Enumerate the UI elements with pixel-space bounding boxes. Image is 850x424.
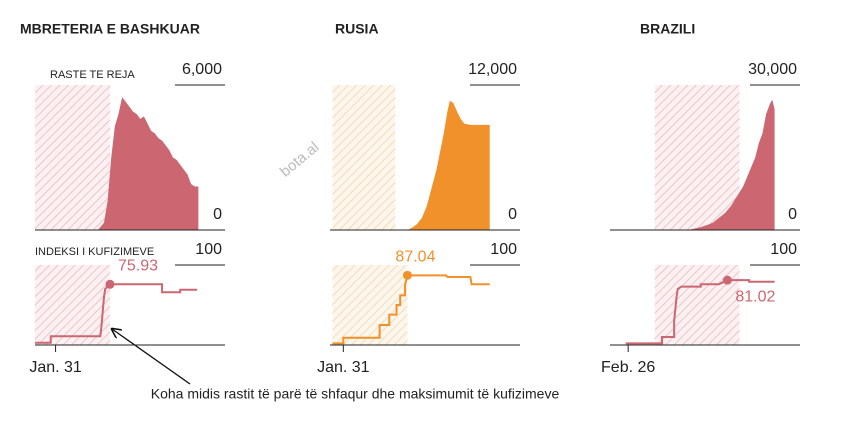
chart-label: INDEKSI I KUFIZIMEVE (35, 246, 154, 258)
x-tick-label: Jan. 31 (317, 359, 370, 376)
y-tick-label: 100 (770, 241, 797, 258)
area (688, 99, 775, 230)
x-tick-label: Feb. 26 (601, 359, 655, 376)
y-tick-label: 0 (788, 206, 797, 223)
highlight-span (35, 85, 111, 230)
line (332, 274, 490, 345)
point-label: 87.04 (395, 249, 435, 266)
chart-label: RASTE TE REJA (50, 69, 135, 81)
y-tick-label: 30,000 (748, 61, 797, 78)
annotation-arrow (112, 329, 191, 385)
area (97, 97, 199, 230)
highlight-point (722, 275, 732, 285)
highlight-span (35, 265, 111, 345)
area (407, 100, 490, 230)
line (625, 279, 775, 345)
y-tick-label: 12,000 (468, 61, 517, 78)
highlight-span (332, 85, 396, 230)
x-tick-label: Jan. 31 (29, 359, 82, 376)
y-tick-label: 100 (490, 241, 517, 258)
point-label: 81.02 (735, 288, 775, 305)
highlight-point (402, 270, 412, 280)
highlight-span (654, 85, 740, 230)
point-label: 75.93 (118, 257, 158, 274)
panel-title: BRAZILI (640, 21, 695, 37)
y-tick-label: 100 (195, 241, 222, 258)
line (35, 283, 198, 344)
y-tick-label: 0 (508, 206, 517, 223)
y-tick-label: 0 (213, 206, 222, 223)
highlight-span (332, 265, 408, 345)
y-tick-label: 6,000 (182, 61, 222, 78)
panel-title: RUSIA (335, 21, 379, 37)
panel-title: MBRETERIA E BASHKUAR (20, 21, 200, 37)
watermark: bota.al (277, 139, 322, 181)
annotation: Koha midis rastit të parë të shfaqur dhe… (151, 386, 560, 402)
highlight-point (105, 279, 115, 289)
